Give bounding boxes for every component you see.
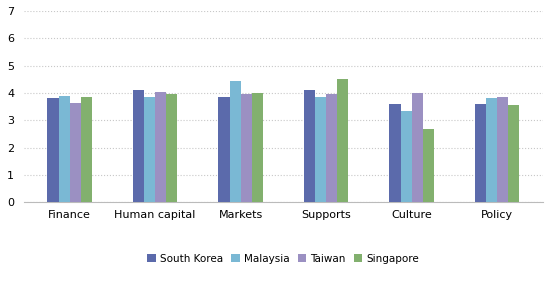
Bar: [400, 111, 412, 202]
Bar: [47, 98, 58, 202]
Bar: [486, 98, 497, 202]
Bar: [326, 94, 337, 202]
Bar: [229, 81, 241, 202]
Bar: [133, 90, 144, 202]
Bar: [58, 96, 70, 202]
Bar: [508, 105, 519, 202]
Bar: [166, 94, 178, 202]
Bar: [218, 97, 229, 202]
Bar: [155, 92, 166, 202]
Bar: [144, 97, 155, 202]
Bar: [412, 93, 423, 202]
Bar: [423, 128, 434, 202]
Bar: [475, 104, 486, 202]
Bar: [337, 79, 348, 202]
Bar: [252, 93, 263, 202]
Bar: [315, 97, 326, 202]
Bar: [389, 104, 400, 202]
Bar: [81, 97, 92, 202]
Bar: [497, 97, 508, 202]
Bar: [241, 94, 252, 202]
Bar: [304, 90, 315, 202]
Legend: South Korea, Malaysia, Taiwan, Singapore: South Korea, Malaysia, Taiwan, Singapore: [144, 250, 424, 268]
Bar: [70, 103, 81, 202]
